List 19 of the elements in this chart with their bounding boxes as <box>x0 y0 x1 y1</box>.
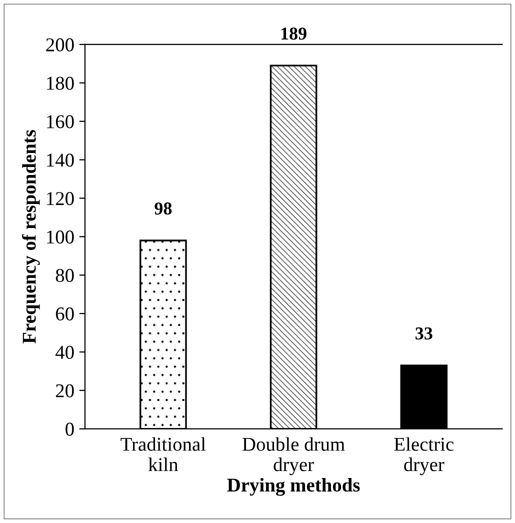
y-tick-label: 140 <box>47 154 74 167</box>
x-tick-label: Traditional kiln <box>120 437 206 472</box>
y-tick-label: 40 <box>55 346 74 359</box>
y-tick-label: 0 <box>66 422 74 436</box>
y-tick-label: 60 <box>56 307 74 320</box>
y-tick-label: 120 <box>47 192 74 206</box>
y-tick-label: 160 <box>47 115 74 128</box>
y-tick-label: 20 <box>56 384 74 398</box>
x-tick-label: Double drum dryer <box>242 437 345 476</box>
data-label: 98 <box>154 202 172 215</box>
x-tick-label: Electric dryer <box>394 437 454 476</box>
y-tick-label: 80 <box>56 268 74 282</box>
data-label: 33 <box>416 327 432 340</box>
data-label: 189 <box>281 28 306 40</box>
y-tick-label: 180 <box>47 76 74 90</box>
y-tick-label: 100 <box>47 230 74 244</box>
y-axis-title: Frequency of respondents <box>22 130 40 344</box>
y-tick-label: 200 <box>46 38 74 52</box>
x-axis-title: Drying methods <box>227 478 360 496</box>
